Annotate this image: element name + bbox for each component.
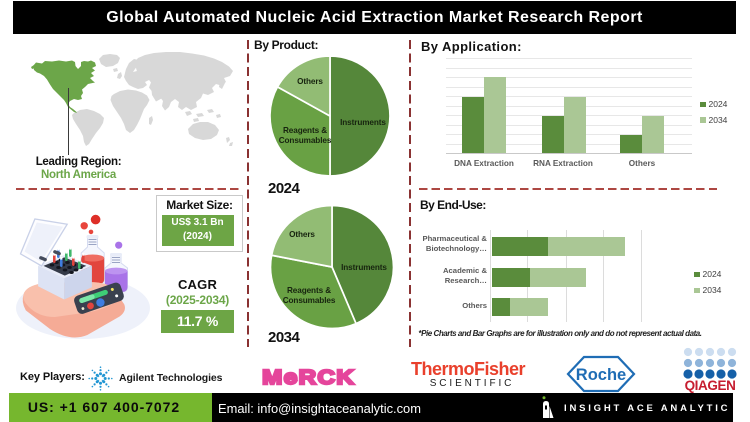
svg-text:Roche: Roche <box>576 366 626 384</box>
svg-text:MeRCK: MeRCK <box>262 366 355 389</box>
